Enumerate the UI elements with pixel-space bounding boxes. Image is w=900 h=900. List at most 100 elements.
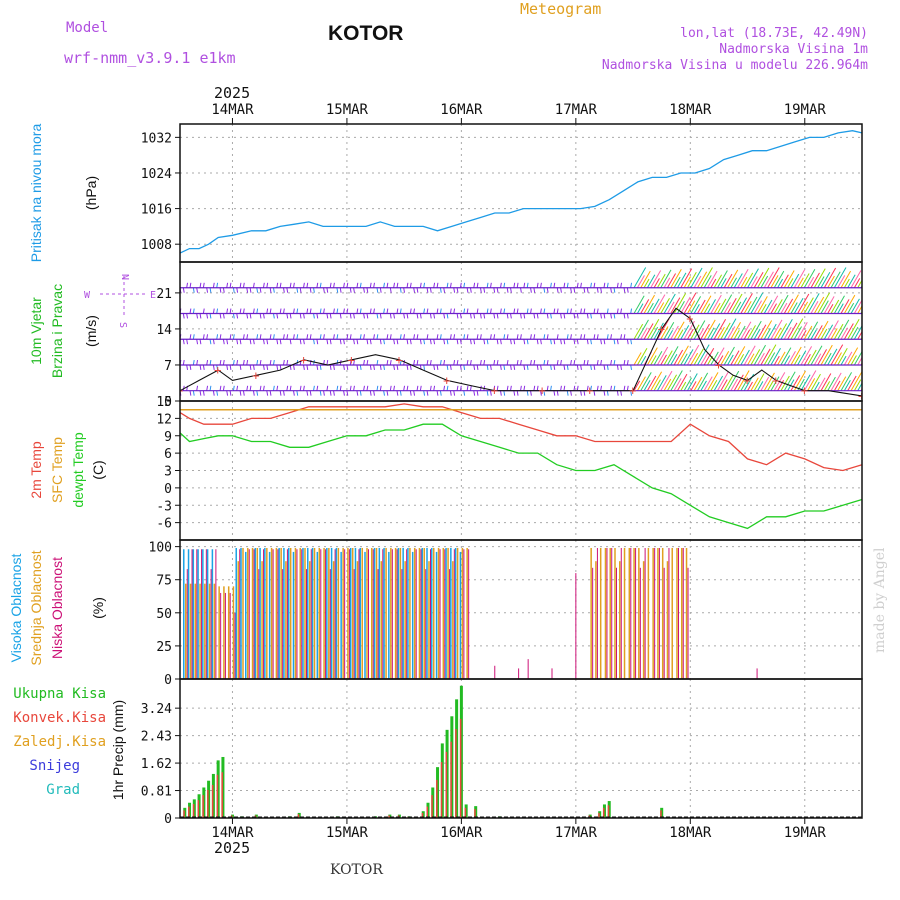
wind-barb	[680, 296, 691, 314]
wind-barb	[206, 287, 209, 293]
wind-barb	[823, 381, 831, 391]
wind-barb	[847, 302, 855, 314]
wind-barb	[763, 271, 774, 288]
wind-barb	[603, 339, 606, 345]
wind-barb	[616, 339, 619, 345]
wind-barb	[720, 379, 728, 391]
precip-conv-bar	[459, 718, 462, 818]
wind-barb	[189, 282, 192, 288]
wind-barb	[349, 385, 352, 391]
wind-barb	[272, 385, 275, 391]
wind-barb	[426, 359, 429, 366]
wind-barb	[510, 364, 512, 370]
wind-barb	[530, 359, 532, 366]
wind-barb	[553, 339, 556, 345]
wind-barb	[406, 385, 409, 391]
wind-barb	[476, 282, 479, 288]
wind-barb	[416, 287, 419, 293]
wind-barb	[727, 370, 740, 391]
wind-barb	[242, 390, 245, 396]
wind-barb	[456, 287, 459, 293]
wind-barb	[242, 334, 245, 340]
wind-barb	[369, 390, 372, 396]
wind-barb	[486, 308, 489, 314]
wind-barb	[770, 303, 777, 314]
wind-barb	[493, 359, 496, 366]
wind-barb	[256, 359, 259, 366]
wind-barb	[733, 329, 740, 340]
wind-barb	[369, 308, 372, 314]
wind-barb	[366, 339, 369, 345]
wind-barb	[763, 372, 775, 391]
wind-barb	[590, 339, 592, 345]
wind-barb	[256, 308, 259, 314]
wind-barb	[219, 385, 222, 391]
wind-barb	[262, 364, 265, 370]
wind-barb	[266, 339, 269, 345]
wind-barb	[503, 308, 506, 314]
precip-conv-bar	[455, 729, 457, 818]
wind-barb	[613, 359, 616, 366]
precip-conv-bar	[192, 804, 195, 818]
wind-barb	[329, 339, 332, 345]
wind-barb	[656, 302, 665, 314]
wind-barb	[543, 287, 546, 293]
wind-barb	[543, 308, 546, 314]
wind-barb	[446, 282, 449, 288]
wind-barb	[416, 385, 419, 391]
wind-barb	[456, 339, 459, 345]
wind-barb	[476, 364, 479, 370]
wind-barb	[823, 324, 834, 340]
wind-barb	[520, 334, 522, 340]
wind-unit-label: (m/s)	[83, 315, 99, 347]
pressure-unit-label: (hPa)	[83, 176, 99, 210]
pressure-line	[179, 130, 863, 254]
precip-conv-bar	[474, 809, 476, 818]
precip-legend-2: Zaledj.Kisa	[13, 734, 106, 750]
wind-barb	[803, 354, 811, 366]
wind-barb	[740, 321, 752, 340]
wind-barb	[610, 359, 613, 366]
wind-barb	[566, 282, 569, 288]
wind-barb	[813, 381, 820, 391]
wind-speed-marker: +	[772, 373, 779, 387]
wind-barb	[493, 313, 496, 319]
wind-barb	[219, 313, 222, 319]
wind-barb	[456, 313, 459, 319]
wind-barb	[683, 377, 692, 391]
wind-barb	[793, 354, 801, 366]
wind-barb	[493, 287, 496, 293]
wind-barb	[269, 334, 272, 340]
precip-conv-bar	[211, 784, 214, 818]
wind-barb	[670, 269, 682, 288]
wind-barb	[393, 339, 396, 345]
wind-speed-marker: +	[629, 384, 636, 398]
wind-barb	[640, 327, 648, 340]
wind-barb	[279, 364, 282, 370]
wind-barb	[296, 308, 299, 314]
wind-barb	[272, 287, 275, 293]
wind-barb	[443, 313, 446, 319]
wind-barb	[499, 308, 502, 314]
wind-barb	[309, 334, 312, 340]
wind-barb	[550, 313, 552, 319]
wind-barb	[673, 276, 681, 288]
wind-barb	[313, 313, 315, 319]
wind-barb	[413, 359, 416, 366]
wind-barb	[469, 385, 472, 391]
time-label-bottom: 17MAR	[555, 825, 598, 841]
wind-barb	[303, 364, 305, 370]
wind-barb	[827, 348, 838, 366]
wind-barb	[376, 334, 379, 340]
wind-barb	[526, 282, 529, 288]
wind-barb	[660, 370, 673, 391]
wind-barb	[800, 273, 810, 288]
temp-line-dewpt	[179, 423, 863, 530]
wind-barb	[239, 364, 242, 370]
wind-barb	[252, 282, 255, 288]
wind-barb	[797, 322, 808, 340]
y-tick-label: -6	[156, 517, 172, 532]
wind-barb	[750, 276, 758, 288]
wind-barb	[399, 308, 402, 314]
wind-barb	[212, 308, 215, 314]
